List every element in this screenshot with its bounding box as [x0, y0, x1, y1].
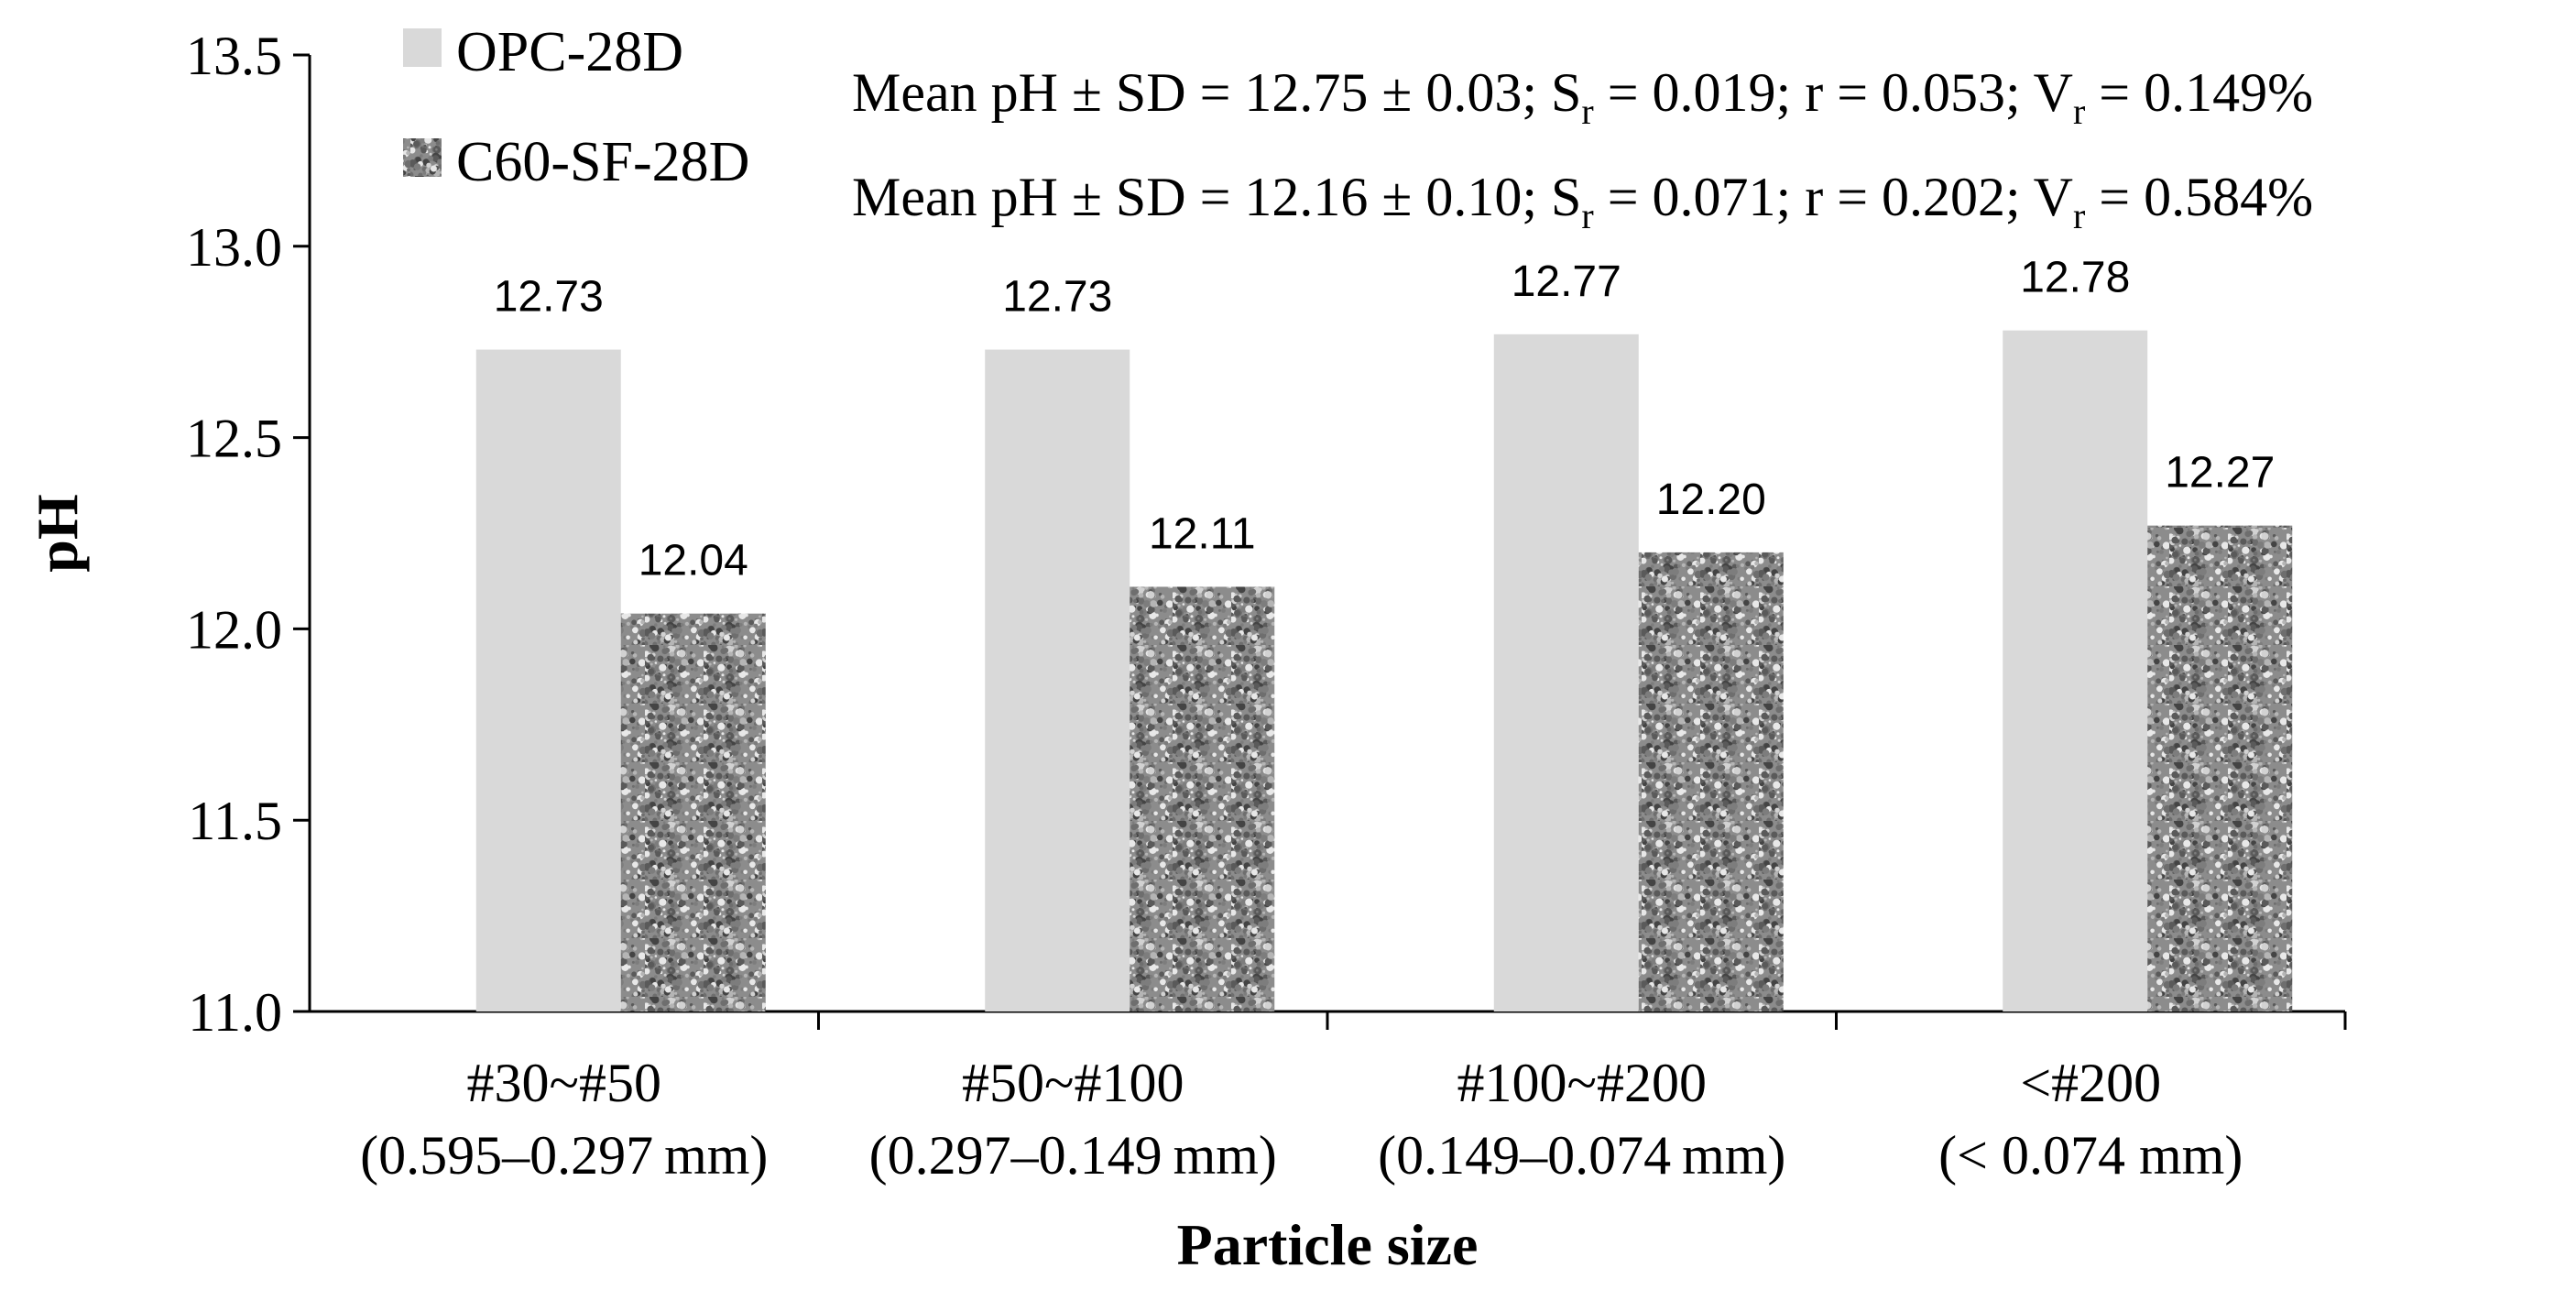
stats-annotation: Mean pH ± SD = 12.16 ± 0.10; Sr = 0.071;… — [852, 167, 2313, 236]
bar-opc-28d — [2003, 330, 2148, 1011]
bar-opc-28d — [985, 349, 1130, 1011]
legend-label: OPC-28D — [456, 21, 683, 83]
y-tick-label: 12.0 — [186, 599, 282, 660]
data-label: 12.73 — [494, 273, 604, 322]
bar-opc-28d — [1493, 333, 1639, 1011]
y-tick-label: 11.0 — [188, 982, 282, 1043]
subscript: r — [2073, 195, 2085, 236]
annotation-text: = 0.584% — [2085, 167, 2313, 227]
annotation-text: = 0.149% — [2085, 62, 2313, 123]
legend-label: C60-SF-28D — [456, 131, 749, 193]
plot-area: 11.0 11.5 12.0 12.5 13.0 13.5 pH 12.73 12.04 #30~… — [25, 21, 2347, 1277]
data-label: 12.20 — [1656, 476, 1766, 524]
subscript: r — [1581, 195, 1593, 236]
x-tick-label-line2: (0.595–0.297 mm) — [360, 1125, 768, 1186]
y-tick-label: 12.5 — [186, 409, 282, 469]
bar-c60-sf-28d — [1638, 552, 1784, 1011]
y-axis-label: pH — [25, 494, 90, 572]
y-tick-label: 13.0 — [186, 217, 282, 278]
x-tick-label-line1: #50~#100 — [962, 1053, 1184, 1113]
x-tick-label-line2: (0.297–0.149 mm) — [869, 1125, 1277, 1186]
x-tick-label-line1: <#200 — [2020, 1053, 2161, 1113]
stats-annotation: Mean pH ± SD = 12.75 ± 0.03; Sr = 0.019;… — [852, 62, 2313, 132]
bar-c60-sf-28d — [1130, 586, 1275, 1011]
data-label: 12.04 — [639, 537, 748, 585]
data-label: 12.27 — [2165, 449, 2275, 497]
annotation-text: = 0.019; r = 0.053; V — [1594, 62, 2073, 123]
bar-c60-sf-28d — [620, 613, 766, 1011]
x-axis-label: Particle size — [1177, 1212, 1479, 1277]
data-label: 12.77 — [1512, 257, 1621, 306]
x-tick-label-line1: #30~#50 — [467, 1053, 661, 1113]
y-tick-label: 11.5 — [188, 791, 282, 851]
legend-swatch — [403, 138, 442, 177]
subscript: r — [2073, 91, 2085, 132]
subscript: r — [1581, 91, 1593, 132]
data-label: 12.11 — [1149, 509, 1256, 558]
annotation-text: Mean pH ± SD = 12.75 ± 0.03; S — [852, 62, 1581, 123]
annotation-text: = 0.071; r = 0.202; V — [1594, 167, 2073, 227]
x-tick-label-line2: (0.149–0.074 mm) — [1378, 1125, 1785, 1186]
annotation-text: Mean pH ± SD = 12.16 ± 0.10; S — [852, 167, 1581, 227]
bar-c60-sf-28d — [2147, 525, 2293, 1011]
y-tick-label: 13.5 — [186, 26, 282, 86]
x-tick-label-line2: (< 0.074 mm) — [1938, 1125, 2243, 1186]
legend-swatch — [403, 28, 442, 67]
data-label: 12.78 — [2020, 254, 2130, 302]
data-label: 12.73 — [1002, 273, 1112, 322]
x-tick-label-line1: #100~#200 — [1457, 1053, 1707, 1113]
bar-opc-28d — [475, 349, 621, 1011]
